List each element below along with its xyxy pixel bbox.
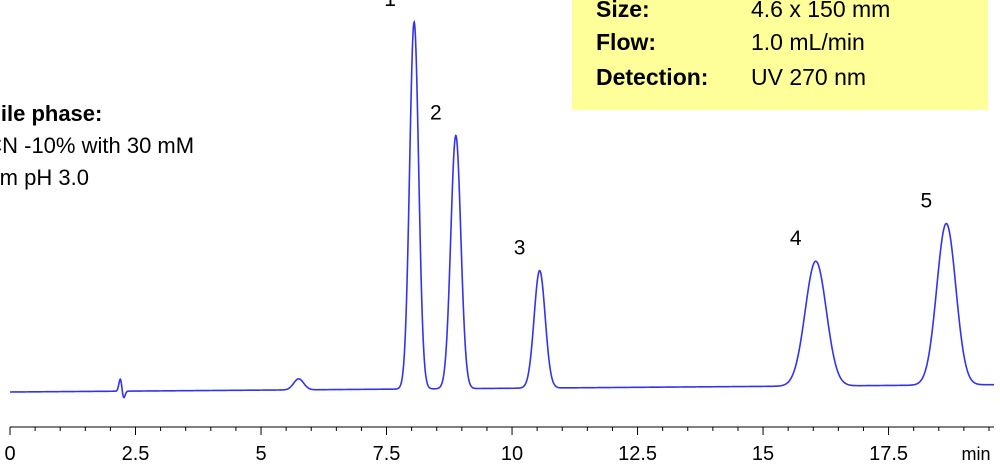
x-axis-tick-label: 2.5 (122, 443, 150, 465)
x-axis-tick-label: 7.5 (373, 443, 401, 465)
detection-label: Detection: (596, 64, 709, 90)
peak-label-4: 4 (790, 227, 802, 250)
peak-labels: 1 2 3 4 5 (384, 0, 932, 260)
x-axis-tick-label: 10 (501, 443, 523, 465)
flow-value: 1.0 mL/min (751, 29, 865, 55)
mobile-phase-line-2: nFm pH 3.0 (0, 165, 89, 190)
mobile-phase-heading: obile phase: (0, 101, 103, 126)
flow-label: Flow: (596, 29, 657, 55)
chromatogram-trace (10, 19, 994, 399)
x-axis-tick-label: 17.5 (869, 443, 908, 465)
size-value: 4.6 x 150 mm (751, 0, 891, 22)
peak-label-1: 1 (384, 0, 396, 11)
peak-label-5: 5 (920, 190, 932, 213)
x-axis-tick-label: 12.5 (618, 443, 657, 465)
mobile-phase-line-1: eCN -10% with 30 mM (0, 133, 195, 158)
detection-value: UV 270 nm (751, 64, 867, 90)
size-label: Size: (596, 0, 650, 22)
x-axis-tick-label: 5 (255, 443, 266, 465)
x-axis-tick-label: 15 (752, 443, 774, 465)
mobile-phase-block: obile phase: eCN -10% with 30 mM nFm pH … (0, 98, 194, 194)
x-axis-unit-label: min (961, 444, 990, 464)
x-axis: 0 2.5 5 7.5 10 12.5 15 17.5 min (4, 426, 994, 465)
peak-label-3: 3 (514, 237, 526, 260)
x-axis-tick-label: 0 (4, 443, 15, 465)
conditions-box: Size: 4.6 x 150 mm Flow: 1.0 mL/min Dete… (572, 0, 988, 110)
peak-label-2: 2 (430, 101, 442, 124)
trace-group (10, 19, 994, 399)
